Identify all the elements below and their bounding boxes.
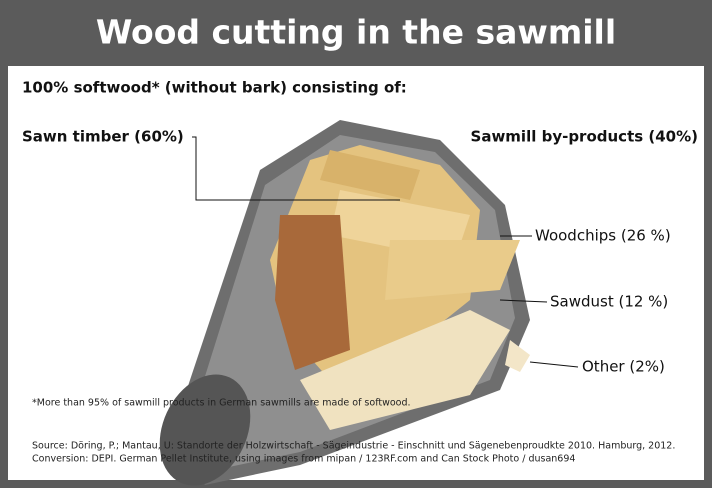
source: Source: Döring, P.; Mantau, U: Standorte…: [32, 441, 675, 452]
sawdust-label: Sawdust (12 %): [550, 293, 668, 311]
infographic: Wood cutting in the sawmill 100% softwoo…: [0, 0, 712, 488]
sawn-timber-label: Sawn timber (60%): [22, 128, 184, 146]
woodchips-label: Woodchips (26 %): [535, 227, 671, 245]
footnote: *More than 95% of sawmill products in Ge…: [32, 398, 411, 409]
source: Conversion: DEPI. German Pellet Institut…: [32, 454, 575, 465]
title: Wood cutting in the sawmill: [96, 13, 616, 52]
other-label: Other (2%): [582, 358, 665, 376]
subtitle: 100% softwood* (without bark) consisting…: [22, 79, 407, 97]
by-products-label: Sawmill by-products (40%): [471, 128, 698, 146]
